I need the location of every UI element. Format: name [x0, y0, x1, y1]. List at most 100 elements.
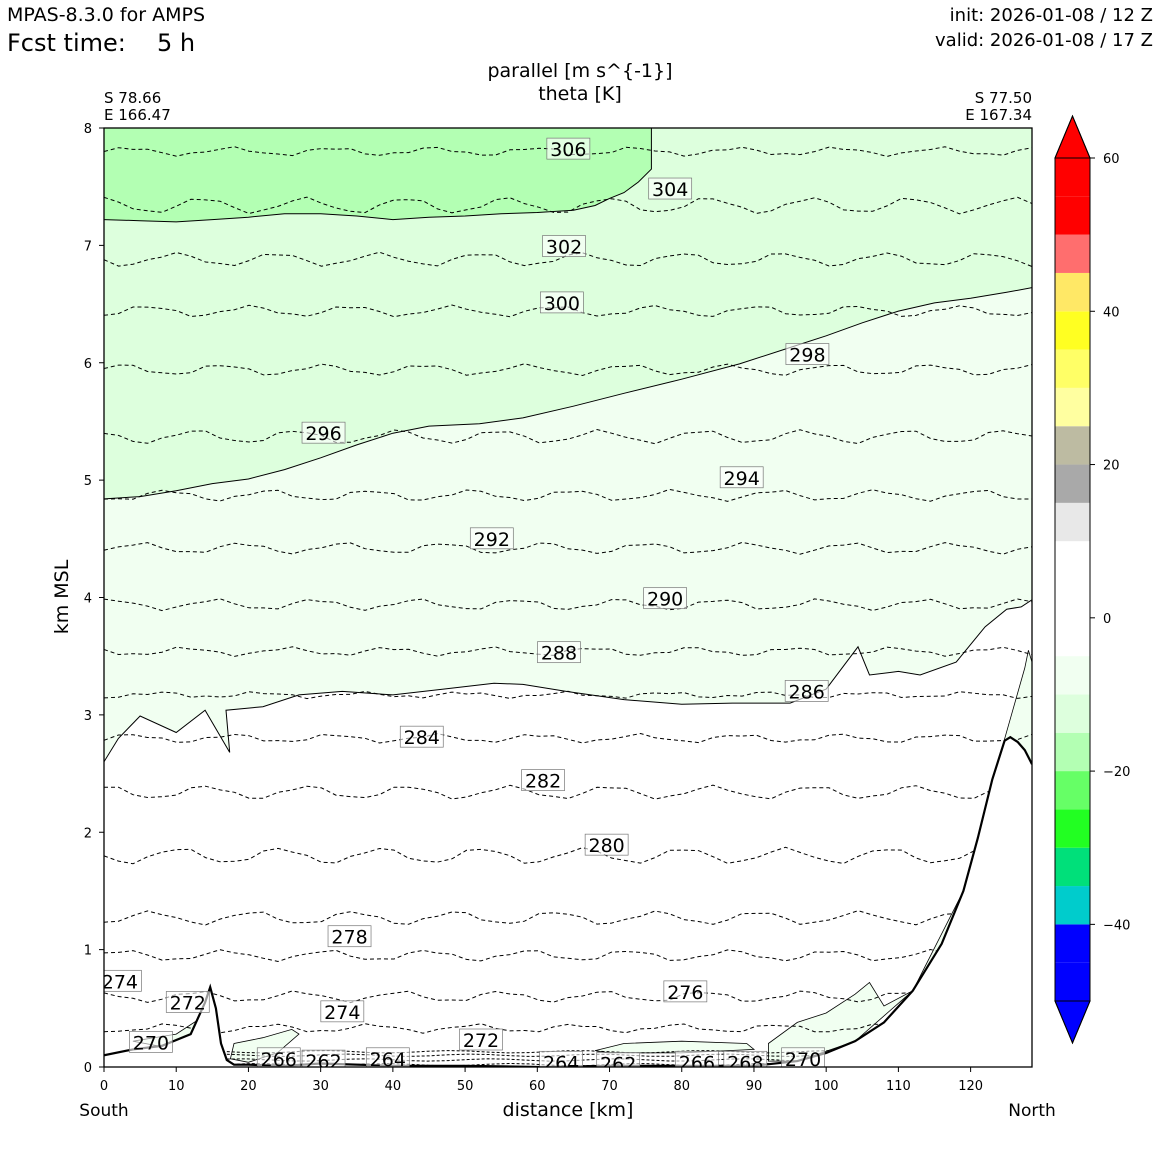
- theta-label-text: 298: [789, 345, 825, 367]
- theta-isentrope: [104, 784, 1032, 800]
- colorbar-extend-max: [1054, 114, 1091, 159]
- theta-label-box: [784, 680, 829, 702]
- parallel-contour-minus5: [104, 599, 1032, 763]
- parallel-contour-minus15: [104, 128, 652, 223]
- colorbar-bin: [1055, 771, 1090, 810]
- x-tick-label: 80: [673, 1079, 690, 1094]
- y-tick-label: 1: [84, 944, 92, 959]
- theta-label-box: [540, 291, 584, 314]
- theta-label-box: [539, 1050, 583, 1067]
- theta-contour-label: 272: [459, 1028, 503, 1052]
- x-tick-label: 50: [457, 1079, 474, 1094]
- theta-contour-label: 274: [102, 969, 142, 993]
- theta-contour-label: 300: [540, 291, 584, 315]
- forecast-time-label: Fcst time:: [7, 29, 126, 57]
- colorbar-bin: [1055, 809, 1090, 848]
- colorbar-bin: [1055, 464, 1090, 503]
- theta-label-text: 306: [550, 139, 586, 161]
- theta-label-box: [675, 1050, 719, 1067]
- colorbar-bin: [1055, 196, 1090, 235]
- theta-contour-label: 304: [648, 177, 693, 201]
- start-point-lat: S 78.66: [104, 89, 162, 107]
- colorbar-tick-label: 40: [1103, 305, 1120, 320]
- theta-label-box: [129, 1031, 173, 1053]
- theta-label-text: 266: [261, 1049, 297, 1071]
- x-tick-label: 110: [886, 1079, 911, 1094]
- theta-label-box: [459, 1028, 503, 1051]
- theta-label-text: 282: [525, 771, 561, 793]
- x-tick-label: 0: [100, 1079, 108, 1094]
- colorbar-bin: [1055, 886, 1090, 925]
- theta-contour-label: 270: [781, 1047, 825, 1071]
- theta-label-text: 288: [541, 643, 577, 665]
- colorbar-tick-label: −40: [1103, 918, 1130, 933]
- theta-contour-label: 274: [320, 1000, 365, 1024]
- colorbar-bin: [1055, 847, 1090, 887]
- theta-label-box: [365, 1047, 410, 1067]
- theta-label-text: 294: [724, 468, 760, 490]
- theta-label-box: [521, 769, 565, 791]
- start-point-lon: E 166.47: [104, 106, 171, 124]
- theta-label-text: 270: [785, 1049, 821, 1071]
- theta-label-box: [596, 1052, 641, 1067]
- valid-time: valid: 2026-01-08 / 17 Z: [935, 30, 1153, 51]
- theta-label-text: 268: [727, 1052, 763, 1074]
- colorbar-bin: [1055, 387, 1090, 427]
- theta-label-text: 280: [589, 835, 625, 857]
- colorbar-tick-label: −20: [1103, 765, 1130, 780]
- theta-contour-label: 262: [301, 1049, 346, 1073]
- x-tick-label: 40: [385, 1079, 402, 1094]
- theta-label-text: 272: [170, 992, 206, 1014]
- colorbar-bin: [1055, 656, 1090, 695]
- plot-area: 306 304 302 300 298 296 294 292 290 288 286 284 282 2…: [102, 128, 1032, 1075]
- theta-contour-label: 302: [542, 235, 586, 259]
- theta-contour-label: 298: [785, 343, 830, 367]
- theta-contour-label: 280: [584, 833, 629, 857]
- colorbar-bin: [1055, 541, 1090, 580]
- theta-contour-label: 306: [546, 137, 591, 161]
- theta-label-box: [320, 1000, 365, 1023]
- init-time: init: 2026-01-08 / 12 Z: [949, 5, 1153, 26]
- theta-label-box: [537, 641, 581, 664]
- theta-contour-label: 290: [643, 587, 687, 611]
- theta-label-box: [719, 466, 764, 489]
- x-tick-label: 100: [814, 1079, 839, 1094]
- theta-label-box: [301, 1049, 346, 1067]
- end-point-lat: S 77.50: [974, 89, 1032, 107]
- colorbar-tick-label: 60: [1103, 152, 1120, 167]
- theta-label-text: 262: [600, 1053, 636, 1075]
- theta-isentrope: [104, 690, 1032, 700]
- theta-label-box: [584, 833, 629, 856]
- theta-contour-label: 264: [539, 1050, 583, 1067]
- x-axis-start-label: South: [79, 1101, 129, 1121]
- theta-isentrope: [104, 146, 1032, 157]
- theta-label-text: 262: [305, 1051, 341, 1073]
- theta-label-box: [399, 725, 444, 748]
- theta-isentrope: [104, 1023, 1032, 1034]
- theta-contour-label: 276: [663, 980, 708, 1004]
- theta-isentrope: [104, 598, 1032, 612]
- theta-contour-label: 284: [399, 725, 444, 749]
- forecast-time-value: 5 h: [157, 29, 196, 57]
- theta-contour-label: 262: [596, 1052, 641, 1075]
- x-tick-label: 30: [312, 1079, 329, 1094]
- theta-label-box: [327, 925, 372, 948]
- theta-isentrope: [104, 846, 1032, 865]
- theta-label-text: 286: [789, 681, 825, 703]
- x-tick-label: 70: [601, 1079, 618, 1094]
- chart-title-line1: parallel [m s^{-1}]: [487, 60, 673, 82]
- x-axis-end-label: North: [1008, 1101, 1056, 1121]
- theta-label-text: 274: [102, 971, 138, 993]
- colorbar-bin: [1055, 311, 1090, 350]
- colorbar-bin: [1055, 694, 1090, 733]
- theta-contour-label: 288: [537, 641, 581, 665]
- theta-label-box: [648, 177, 693, 200]
- theta-isentrope: [104, 646, 1032, 657]
- theta-contour-label: 278: [327, 925, 372, 949]
- theta-contour-label: 266: [256, 1047, 301, 1071]
- theta-label-text: 274: [324, 1002, 360, 1024]
- theta-label-box: [663, 980, 708, 1003]
- y-tick-label: 7: [84, 239, 92, 254]
- x-tick-label: 60: [529, 1079, 546, 1094]
